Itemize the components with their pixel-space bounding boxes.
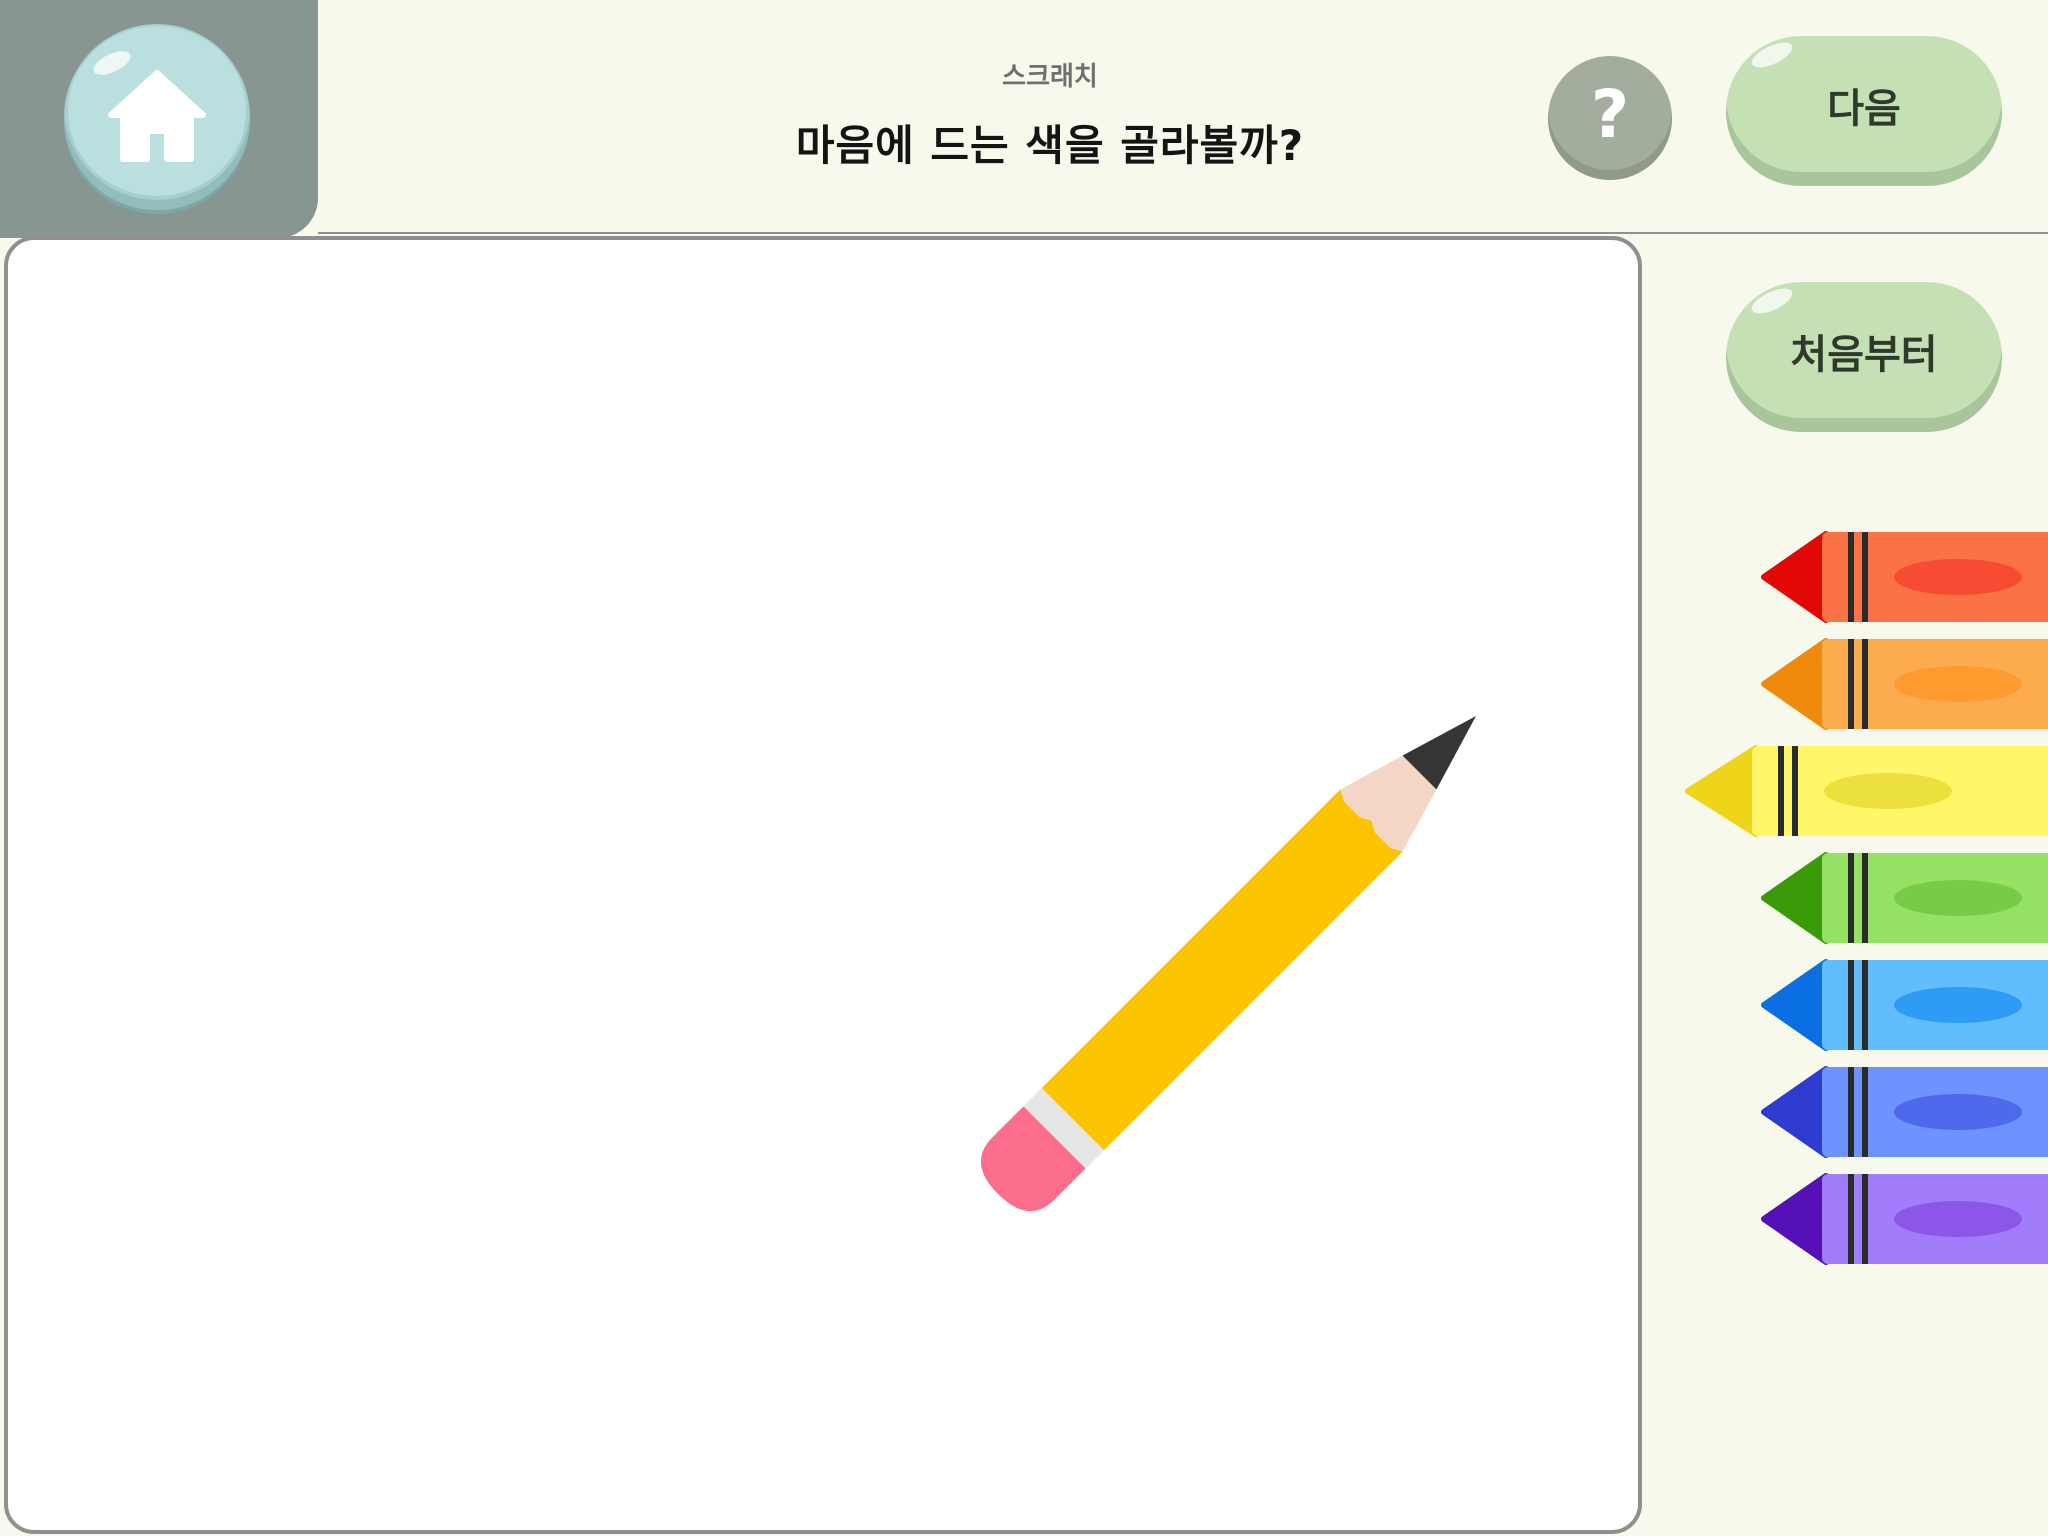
activity-subtitle: 스크래치 <box>1002 62 1098 92</box>
crayon-tip <box>1685 745 1759 837</box>
crayon-label <box>1894 1201 2022 1237</box>
crayon-stripe <box>1862 1067 1868 1157</box>
crayon-stripe <box>1848 1174 1854 1264</box>
crayon-stripe <box>1862 639 1868 729</box>
crayon-stripe <box>1862 853 1868 943</box>
crayon-tip <box>1761 638 1829 730</box>
crayon-stripe <box>1862 1174 1868 1264</box>
crayon-tip <box>1761 959 1829 1051</box>
gloss-highlight <box>1748 283 1796 319</box>
crayon-label <box>1894 559 2022 595</box>
crayon-label <box>1894 666 2022 702</box>
crayon-stripe <box>1778 746 1784 836</box>
crayon-stripe <box>1848 639 1854 729</box>
crayon-label <box>1824 773 1952 809</box>
help-button[interactable]: ? <box>1548 56 1672 180</box>
crayon-green[interactable] <box>1761 852 2048 944</box>
crayon-stripe <box>1848 532 1854 622</box>
next-button[interactable]: 다음 <box>1726 36 2002 186</box>
crayon-stripe <box>1862 532 1868 622</box>
crayon-stripe <box>1862 960 1868 1050</box>
crayon-stripe <box>1848 1067 1854 1157</box>
crayon-yellow[interactable] <box>1685 745 2048 837</box>
reset-button-label: 처음부터 <box>1790 332 1938 378</box>
crayon-blue[interactable] <box>1761 959 2048 1051</box>
crayon-tip <box>1761 1173 1829 1265</box>
crayon-tip <box>1761 852 1829 944</box>
crayon-label <box>1894 987 2022 1023</box>
crayon-red[interactable] <box>1761 531 2048 623</box>
crayon-orange[interactable] <box>1761 638 2048 730</box>
crayon-tip <box>1761 531 1829 623</box>
next-button-label: 다음 <box>1827 86 1901 132</box>
crayon-stripe <box>1848 853 1854 943</box>
drawing-canvas[interactable] <box>4 236 1642 1534</box>
home-icon <box>108 70 206 162</box>
activity-title: 마음에 드는 색을 골라볼까? <box>795 121 1305 170</box>
crayon-label <box>1894 1094 2022 1130</box>
crayon-tip <box>1761 1066 1829 1158</box>
home-button[interactable] <box>64 24 250 210</box>
crayon-indigo[interactable] <box>1761 1066 2048 1158</box>
crayon-stripe <box>1792 746 1798 836</box>
crayon-violet[interactable] <box>1761 1173 2048 1265</box>
help-icon: ? <box>1590 75 1630 153</box>
crayon-label <box>1894 880 2022 916</box>
crayon-stripe <box>1848 960 1854 1050</box>
reset-button[interactable]: 처음부터 <box>1726 282 2002 432</box>
